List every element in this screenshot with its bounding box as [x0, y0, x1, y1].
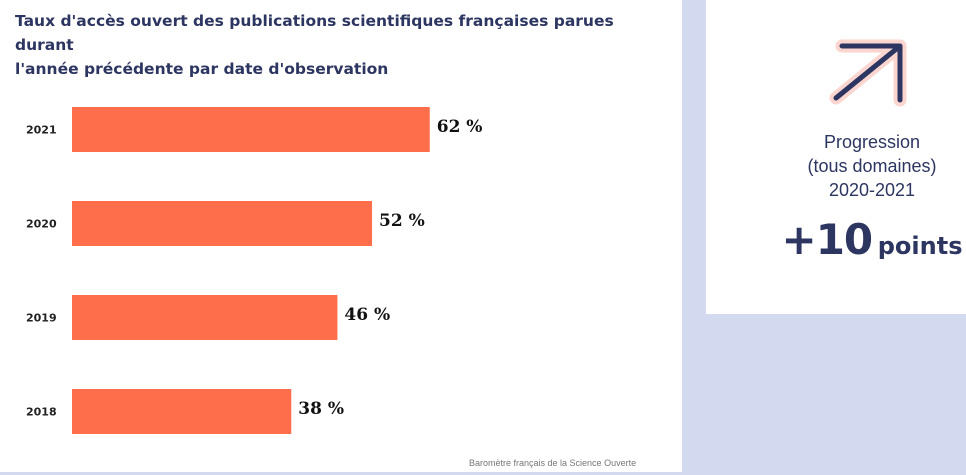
kpi-unit: points — [877, 232, 963, 260]
kpi-label: Progression (tous domaines) 2020-2021 — [758, 130, 966, 202]
data-label-2018: 38 % — [298, 399, 344, 419]
arrow-up-right-icon — [829, 39, 907, 107]
y-axis-tick-label: 2021 — [26, 124, 57, 137]
data-label-2021: 62 % — [437, 117, 483, 137]
y-axis-tick-label: 2018 — [26, 406, 57, 419]
bar-2018 — [72, 389, 292, 434]
kpi-card — [706, 0, 966, 314]
data-label-2019: 46 % — [344, 305, 390, 325]
bar-2019 — [72, 295, 338, 340]
y-axis-tick-label: 2019 — [26, 312, 57, 325]
bar-chart: 2021 62 % 2020 52 % 2019 46 % 2018 38 % — [26, 107, 483, 434]
kpi-label-line1: Progression — [823, 132, 921, 152]
source-note: Baromètre français de la Science Ouverte — [469, 458, 637, 468]
bar-2021 — [72, 107, 430, 152]
kpi-label-line2: (tous domaines) — [807, 156, 937, 176]
kpi-label-line3: 2020-2021 — [828, 180, 916, 200]
chart-title-line1: Taux d'accès ouvert des publications sci… — [15, 12, 614, 54]
kpi-value: +10 points — [758, 212, 966, 277]
y-axis-tick-label: 2020 — [26, 218, 57, 231]
chart-bottom-strip — [0, 472, 682, 475]
bar-2020 — [72, 201, 373, 246]
data-label-2020: 52 % — [379, 211, 425, 231]
chart-title: Taux d'accès ouvert des publications sci… — [15, 9, 675, 81]
chart-title-line2: l'année précédente par date d'observatio… — [15, 60, 389, 78]
kpi-number: +10 — [781, 215, 874, 264]
